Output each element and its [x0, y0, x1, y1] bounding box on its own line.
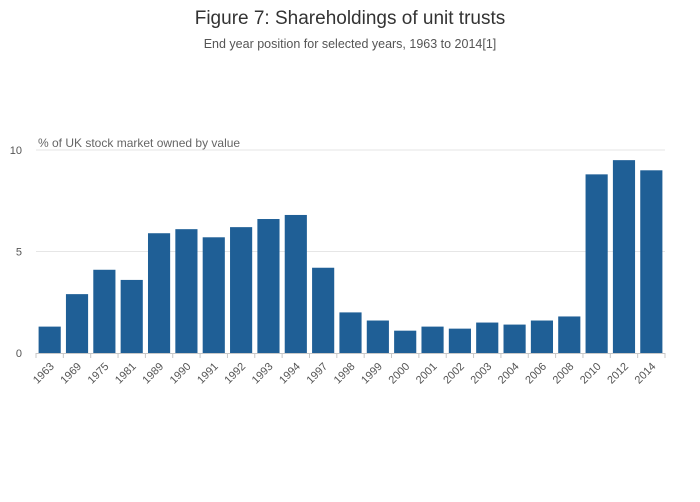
y-axis-label: % of UK stock market owned by value	[38, 136, 240, 150]
bar-1981[interactable]	[120, 279, 143, 353]
x-tick-label: 1989	[140, 361, 166, 387]
bar-2002[interactable]	[448, 328, 471, 353]
bar-series	[38, 160, 663, 353]
x-tick-label: 1981	[113, 361, 139, 387]
x-tick-label: 2014	[633, 361, 659, 387]
bar-1998[interactable]	[339, 312, 362, 353]
x-tick-label: 1991	[195, 361, 221, 387]
bar-2006[interactable]	[530, 320, 554, 353]
x-tick-label: 2001	[414, 361, 440, 387]
y-tick-label: 10	[10, 145, 22, 157]
x-tick-label: 1975	[86, 361, 112, 387]
bar-2008[interactable]	[558, 316, 581, 353]
bar-2001[interactable]	[421, 326, 444, 353]
bar-1997[interactable]	[312, 267, 335, 353]
y-tick-label: 0	[16, 348, 22, 360]
x-tick-label: 2006	[523, 361, 549, 387]
bar-1963[interactable]	[38, 326, 61, 353]
bar-1989[interactable]	[147, 233, 171, 353]
x-tick-label: 1993	[250, 361, 276, 387]
x-tick-label: 2000	[387, 361, 413, 387]
bar-2003[interactable]	[476, 322, 499, 353]
bar-2014[interactable]	[640, 170, 663, 353]
bar-1992[interactable]	[230, 227, 253, 353]
x-tick-label: 1999	[359, 361, 385, 387]
x-tick-label: 1997	[304, 361, 330, 387]
x-tick-label: 1969	[58, 361, 84, 387]
bar-1993[interactable]	[257, 219, 280, 353]
bar-2000[interactable]	[394, 330, 417, 353]
y-tick-label: 5	[16, 247, 22, 259]
x-tick-label: 1990	[168, 361, 194, 387]
x-tick-label: 2004	[496, 361, 522, 387]
x-tick-label: 1992	[222, 361, 248, 387]
x-tick-label: 1994	[277, 361, 303, 387]
bar-1991[interactable]	[202, 237, 225, 353]
gridlines	[36, 149, 665, 252]
bar-1999[interactable]	[366, 320, 389, 353]
x-tick-label: 1998	[332, 361, 358, 387]
chart-title: Figure 7: Shareholdings of unit trusts	[195, 8, 506, 29]
x-tick-label: 2002	[441, 361, 467, 387]
bar-1975[interactable]	[93, 269, 116, 353]
x-tick-label: 2003	[469, 361, 495, 387]
bar-1969[interactable]	[65, 294, 89, 353]
x-tick-label: 2012	[605, 361, 631, 387]
x-tick-label: 1963	[31, 361, 57, 387]
bar-1994[interactable]	[284, 214, 307, 353]
bar-2010[interactable]	[585, 174, 608, 353]
x-tick-label: 2008	[551, 361, 577, 387]
bar-2004[interactable]	[503, 324, 526, 353]
chart-subtitle: End year position for selected years, 19…	[204, 37, 497, 51]
bar-1990[interactable]	[175, 229, 198, 353]
x-tick-label: 2010	[578, 361, 604, 387]
bar-2012[interactable]	[612, 160, 636, 353]
